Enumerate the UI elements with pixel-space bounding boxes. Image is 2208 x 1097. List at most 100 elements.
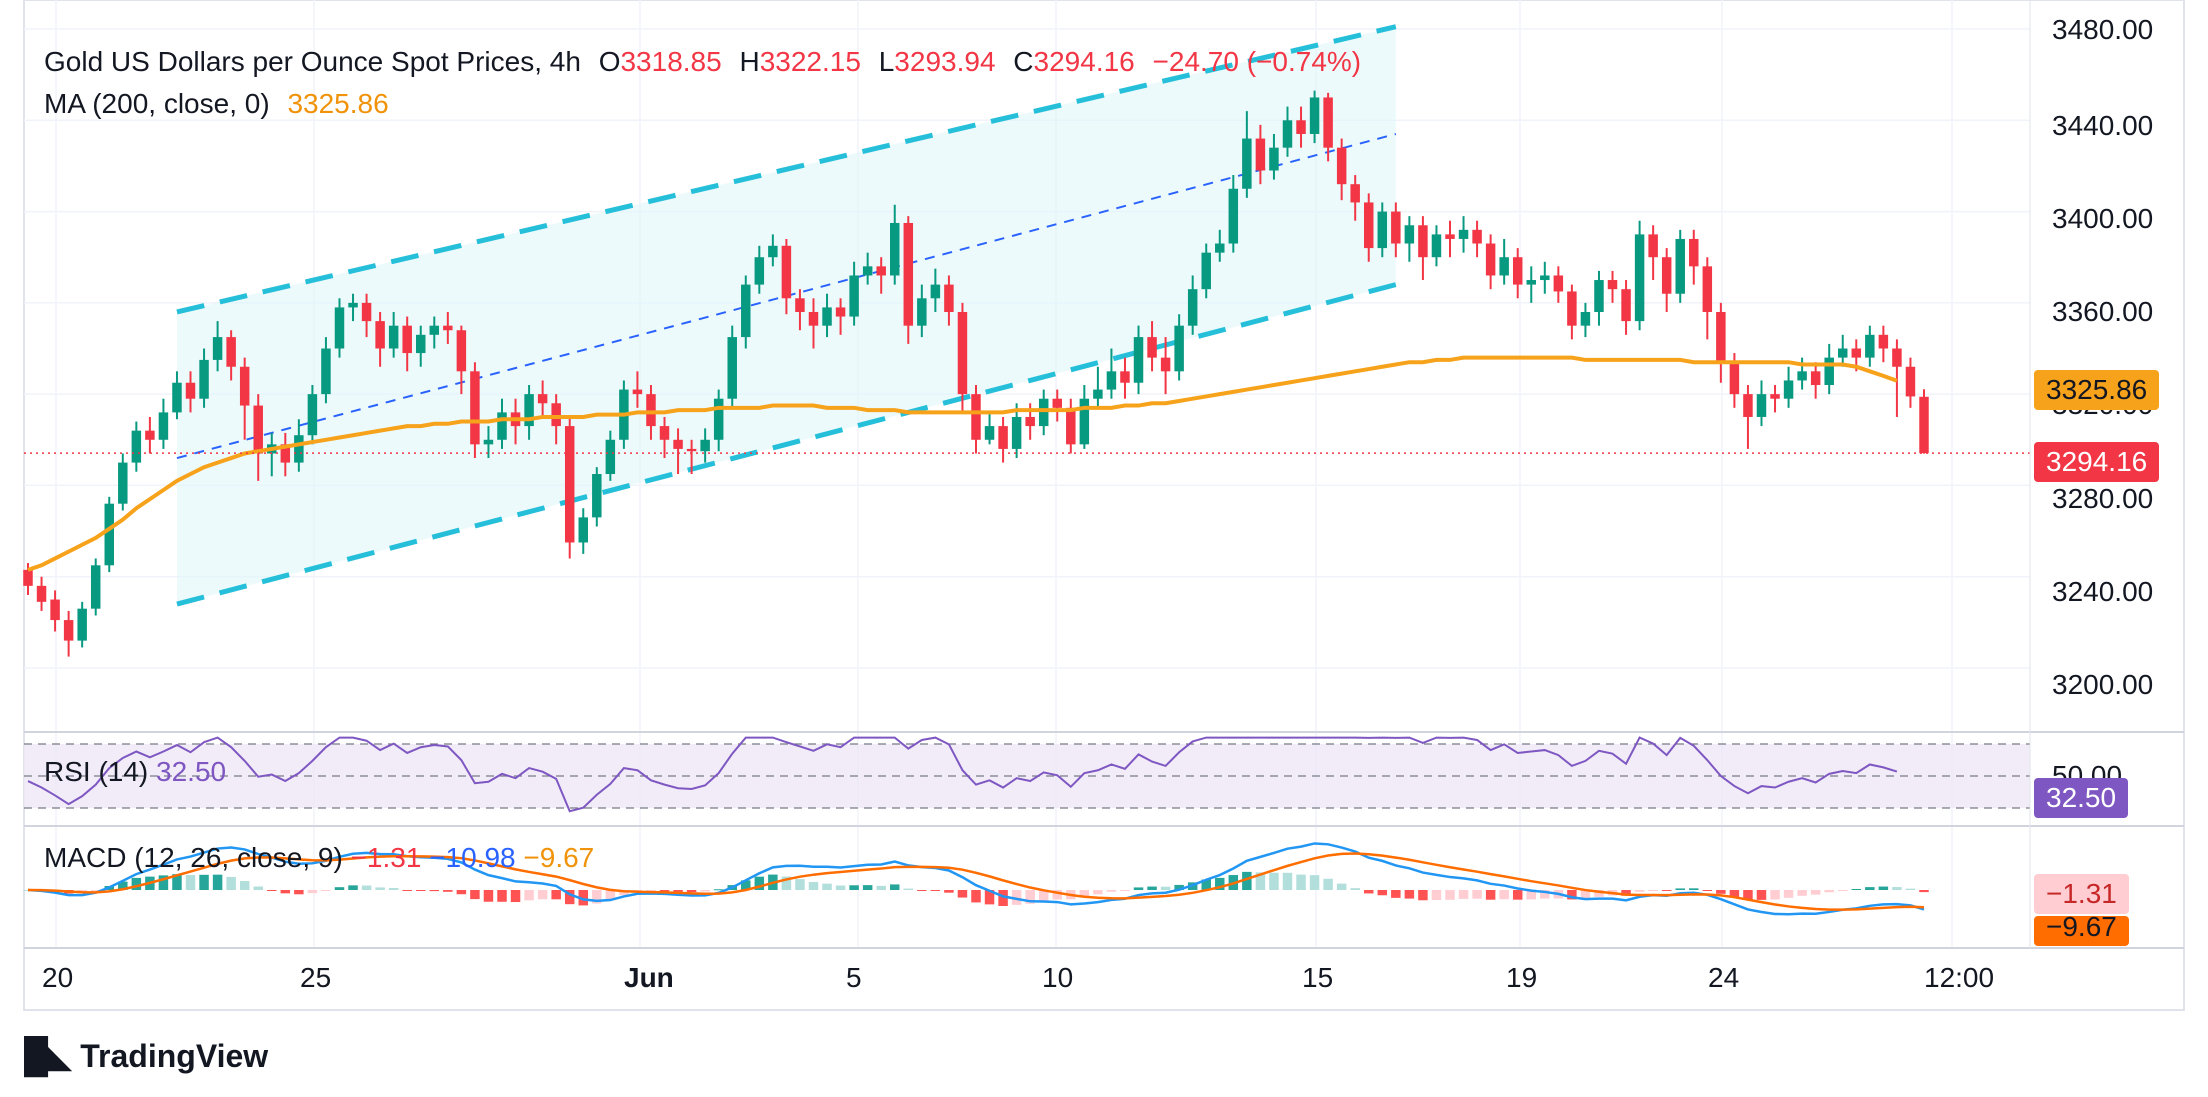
candle-body <box>1553 275 1564 292</box>
price-tick: 3360.00 <box>2052 296 2154 327</box>
price-tick: 3440.00 <box>2052 110 2154 141</box>
candle-series[interactable] <box>23 90 1929 657</box>
ma-legend[interactable]: MA (200, close, 0) 3325.86 <box>44 88 399 120</box>
candle-body <box>1851 348 1862 358</box>
macd-histogram-bar <box>1729 890 1740 898</box>
macd-histogram-bar <box>470 890 480 900</box>
symbol-legend[interactable]: Gold US Dollars per Ounce Spot Prices, 4… <box>44 46 1371 78</box>
macd-histogram-bar <box>90 890 101 891</box>
macd-histogram-bar <box>239 881 250 890</box>
candle-body <box>524 394 534 427</box>
macd-histogram-bar <box>1783 890 1794 898</box>
candle-body <box>1756 394 1767 417</box>
candle-body <box>1431 234 1442 258</box>
candle-body <box>1485 243 1496 276</box>
price-tick: 3480.00 <box>2052 14 2154 45</box>
macd-histogram-bar <box>131 877 142 890</box>
candle-body <box>1120 371 1130 383</box>
change-value: −24.70 (−0.74%) <box>1152 46 1362 77</box>
macd-signal-tag: −9.67 <box>2034 916 2129 946</box>
macd-hist-value: −1.31 <box>350 842 422 873</box>
macd-histogram-bar <box>1336 883 1347 890</box>
macd-histogram-bar <box>1472 890 1482 899</box>
macd-histogram-bar <box>1038 890 1049 902</box>
candle-body <box>1458 229 1469 239</box>
ma-line[interactable] <box>27 355 1898 572</box>
price-tick: 3200.00 <box>2052 669 2154 700</box>
macd-histogram-bar <box>1838 890 1848 891</box>
candle-body <box>808 311 819 326</box>
macd-histogram-bar <box>1499 890 1509 900</box>
macd-histogram-bar <box>1851 888 1862 890</box>
macd-histogram-bar <box>1323 878 1333 890</box>
candle-body <box>77 608 87 641</box>
macd-histogram-bar <box>686 890 697 893</box>
candle-body <box>212 337 223 360</box>
candle-body <box>1228 188 1239 244</box>
macd-histogram-bar <box>267 890 277 891</box>
candle-body <box>1770 394 1780 399</box>
candle-body <box>1404 225 1415 244</box>
macd-histogram-bar <box>1350 888 1360 890</box>
candle-body <box>890 222 900 276</box>
macd-histogram-bar <box>1147 886 1157 890</box>
candle-body <box>172 382 182 413</box>
macd-histogram-bar <box>524 890 534 901</box>
candle-body <box>659 426 670 440</box>
macd-histogram-bar <box>1594 890 1604 897</box>
macd-histogram-bar <box>402 890 412 891</box>
candle-body <box>957 311 968 395</box>
macd-histogram-bar <box>1052 890 1062 900</box>
macd-histogram-bar <box>944 890 954 893</box>
candle-body <box>239 366 250 406</box>
macd-histogram-bar <box>172 874 182 890</box>
macd-histogram-bar <box>592 890 602 904</box>
ma-label: MA (200, close, 0) <box>44 88 270 119</box>
candle-body <box>1838 348 1848 358</box>
macd-histogram-bar <box>741 880 751 890</box>
candle-body <box>1445 234 1455 239</box>
candle-body <box>592 474 602 518</box>
candle-body <box>1729 362 1740 395</box>
candle-body <box>632 389 643 395</box>
macd-histogram-bar <box>1770 890 1780 900</box>
macd-histogram-bar <box>822 883 832 890</box>
candle-body <box>1634 234 1645 322</box>
macd-line <box>27 842 1925 916</box>
candle-body <box>1296 120 1306 134</box>
candle-body <box>741 284 751 338</box>
macd-histogram-bar <box>1255 872 1266 890</box>
macd-histogram-bar <box>876 885 886 890</box>
symbol-title: Gold US Dollars per Ounce Spot Prices, 4… <box>44 46 581 77</box>
candle-body <box>402 325 412 354</box>
candle-body <box>416 334 426 354</box>
candle-body <box>578 517 588 543</box>
last-price-tag: 3294.16 <box>2034 442 2160 482</box>
candle-body <box>1187 289 1198 326</box>
rsi-pane[interactable] <box>24 736 2030 813</box>
time-tick: 24 <box>1708 962 1740 993</box>
macd-histogram-bar <box>1716 890 1726 894</box>
candle-body <box>1201 252 1211 290</box>
candle-body <box>1594 280 1604 312</box>
candle-body <box>862 266 873 276</box>
macd-histogram-bar <box>199 874 209 890</box>
macd-histogram-bar <box>998 890 1008 906</box>
macd-pane[interactable] <box>23 842 1929 916</box>
macd-histogram-bar <box>890 884 900 890</box>
macd-histogram-bar <box>1364 890 1374 894</box>
macd-histogram-bar <box>619 890 629 896</box>
tradingview-logo[interactable]: █◣ TradingView <box>24 1036 268 1076</box>
rsi-legend[interactable]: RSI (14) 32.50 <box>44 756 226 788</box>
macd-legend[interactable]: MACD (12, 26, close, 9) −1.31 −10.98 −9.… <box>44 842 594 874</box>
macd-histogram-bar <box>429 890 440 892</box>
candle-body <box>1255 138 1266 171</box>
candle-body <box>1661 257 1672 294</box>
macd-histogram-bar <box>1905 888 1916 890</box>
ma-price-tag: 3325.86 <box>2034 370 2160 410</box>
candle-body <box>1350 184 1360 203</box>
rsi-label: RSI (14) <box>44 756 149 787</box>
macd-histogram-bar <box>971 890 981 903</box>
macd-histogram-bar <box>1743 890 1753 900</box>
